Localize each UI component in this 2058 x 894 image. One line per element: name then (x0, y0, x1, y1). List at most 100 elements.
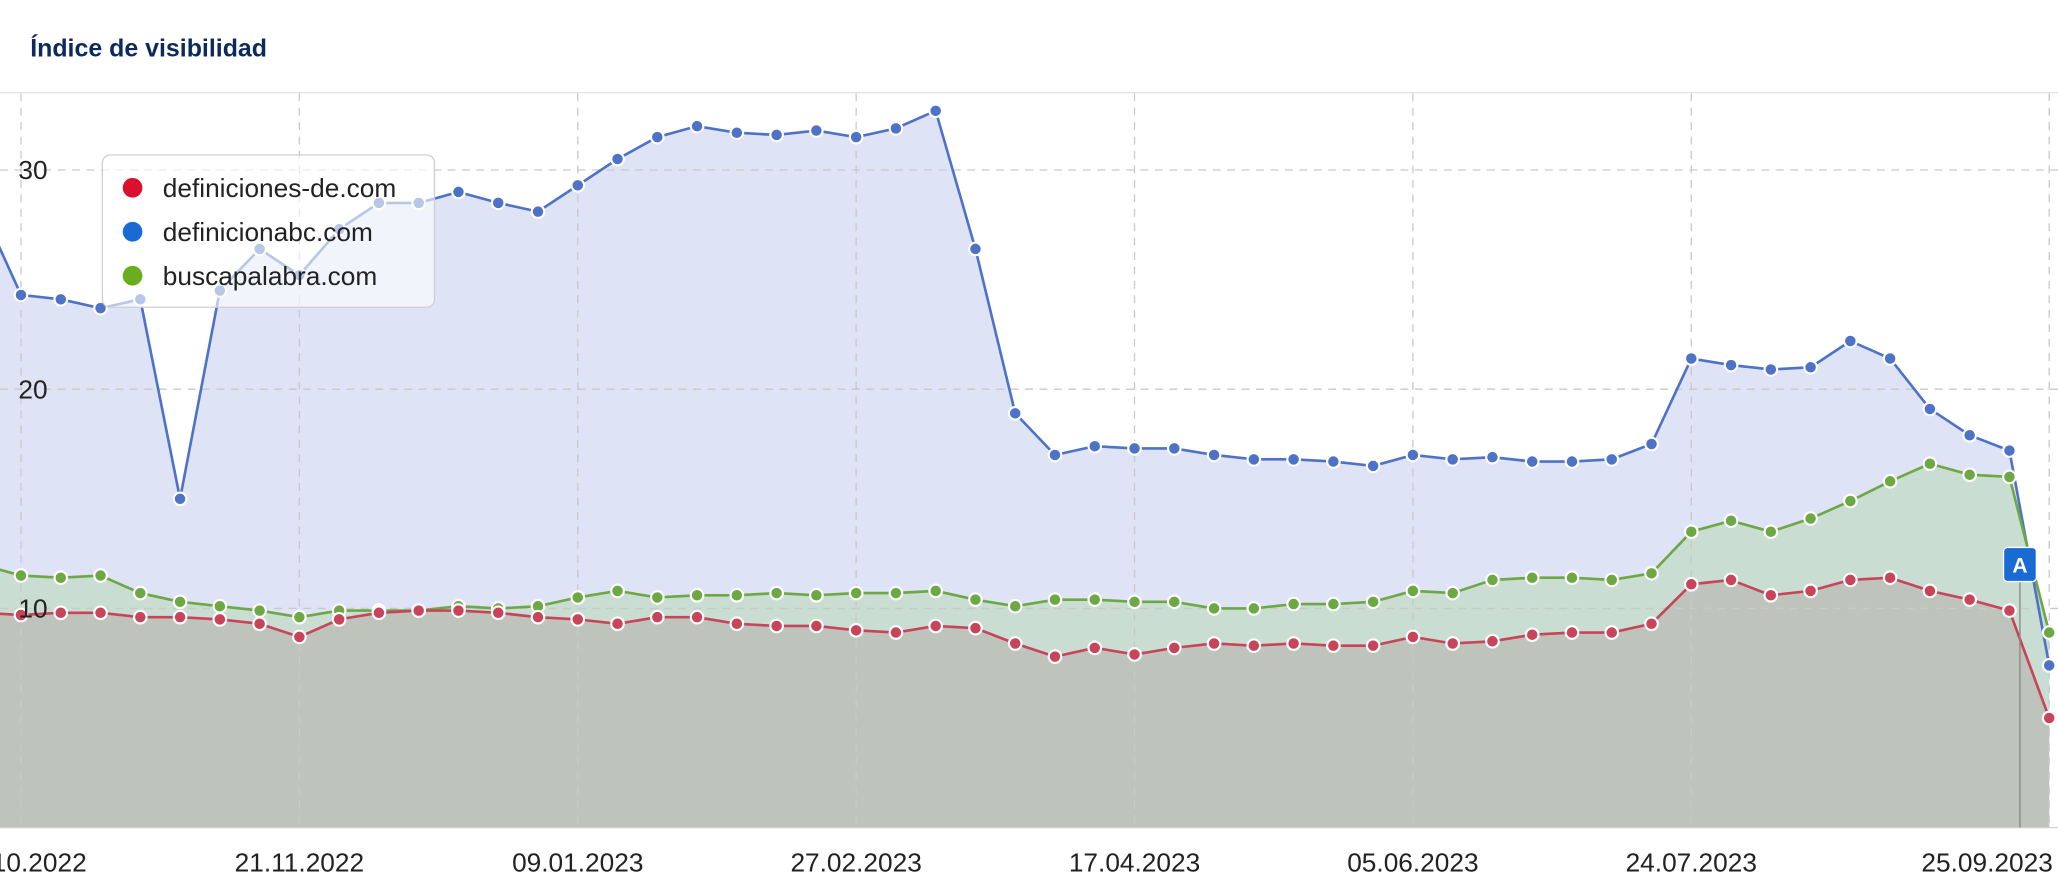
data-point (848, 622, 864, 638)
data-point (1047, 592, 1063, 607)
data-point (1922, 456, 1938, 472)
data-point (689, 609, 705, 625)
data-point (1604, 625, 1620, 640)
data-point (1843, 572, 1858, 588)
data-point (968, 241, 983, 257)
data-point (490, 605, 506, 621)
y-tick-label: 10 (18, 594, 47, 624)
data-point (1922, 401, 1938, 417)
data-point (689, 118, 705, 134)
data-point (1723, 513, 1739, 529)
data-point (1644, 616, 1659, 632)
data-point (1326, 596, 1341, 612)
data-point (1206, 447, 1222, 463)
data-point (411, 603, 427, 618)
data-point (809, 123, 824, 138)
data-point (769, 585, 784, 601)
data-point (93, 568, 108, 583)
data-point (1485, 449, 1500, 465)
data-point (1803, 583, 1818, 599)
data-point (292, 629, 307, 645)
data-point (1246, 638, 1262, 654)
data-point (93, 605, 108, 621)
data-point (252, 603, 267, 618)
data-point (331, 612, 347, 627)
overlay: 10 20 30 03.10.2022 21.11.2022 09.01.2023 27.0… (0, 154, 2058, 878)
data-point (1763, 524, 1779, 540)
data-point (1962, 427, 1978, 443)
data-point (610, 616, 625, 632)
data-point (132, 609, 148, 625)
data-point (968, 620, 983, 636)
data-point (93, 300, 108, 316)
data-point (2041, 658, 2057, 673)
data-point (1166, 441, 1182, 456)
annotation-box (2002, 546, 2037, 583)
data-point (53, 570, 69, 586)
legend-label: buscapalabra.com (163, 261, 378, 291)
data-point (689, 587, 705, 603)
data-point (1246, 601, 1262, 616)
data-point (451, 184, 466, 200)
data-point (1047, 447, 1063, 463)
data-point (729, 616, 745, 632)
data-point (2002, 603, 2017, 618)
data-point (1644, 565, 1659, 581)
data-point (1405, 447, 1421, 463)
data-point (1326, 638, 1341, 654)
data-point (888, 121, 904, 136)
data-point (1445, 636, 1461, 651)
x-tick-label: 09.01.2023 (512, 848, 643, 878)
legend-label: definicionabc.com (163, 217, 373, 247)
data-point (490, 195, 506, 211)
y-tick-label: 30 (18, 155, 47, 185)
data-point (809, 587, 824, 603)
data-point (1604, 572, 1620, 588)
data-point (1326, 454, 1341, 469)
annotation-label: A (2012, 554, 2027, 577)
data-point (1206, 636, 1222, 651)
data-point (1127, 647, 1142, 662)
data-point (888, 625, 904, 640)
data-point (928, 583, 944, 599)
data-point (649, 590, 665, 605)
data-point (212, 612, 228, 627)
data-point (1365, 458, 1381, 474)
data-point (848, 585, 864, 601)
data-point (2041, 710, 2057, 726)
plot-area (0, 93, 2058, 828)
data-point (1286, 596, 1301, 612)
data-point (1485, 633, 1500, 649)
data-point (292, 609, 307, 625)
data-point (2002, 443, 2017, 458)
data-point (13, 568, 29, 583)
data-point (1365, 594, 1381, 610)
data-point (172, 609, 188, 625)
data-point (1644, 436, 1659, 452)
data-point (1524, 570, 1540, 586)
data-point (1843, 493, 1858, 509)
data-point (13, 607, 29, 623)
data-point (1286, 452, 1301, 467)
data-point (1882, 570, 1898, 586)
data-point (1564, 570, 1580, 586)
data-point (1007, 636, 1023, 651)
data-point (13, 287, 29, 303)
data-point (1166, 594, 1182, 610)
data-point (769, 618, 784, 634)
data-point (1882, 351, 1898, 366)
data-point (1445, 585, 1461, 601)
data-point (809, 618, 824, 634)
x-tick-label: 05.06.2023 (1347, 848, 1478, 878)
data-point (1723, 572, 1739, 588)
data-point (132, 585, 148, 601)
x-tick-label: 21.11.2022 (235, 848, 364, 878)
y-tick-label: 20 (18, 374, 47, 404)
legend-label: definiciones-de.com (163, 173, 396, 203)
data-point (1763, 587, 1779, 603)
data-point (729, 587, 745, 603)
data-point (1763, 362, 1779, 377)
data-point (1962, 467, 1978, 483)
data-point (1246, 452, 1262, 467)
